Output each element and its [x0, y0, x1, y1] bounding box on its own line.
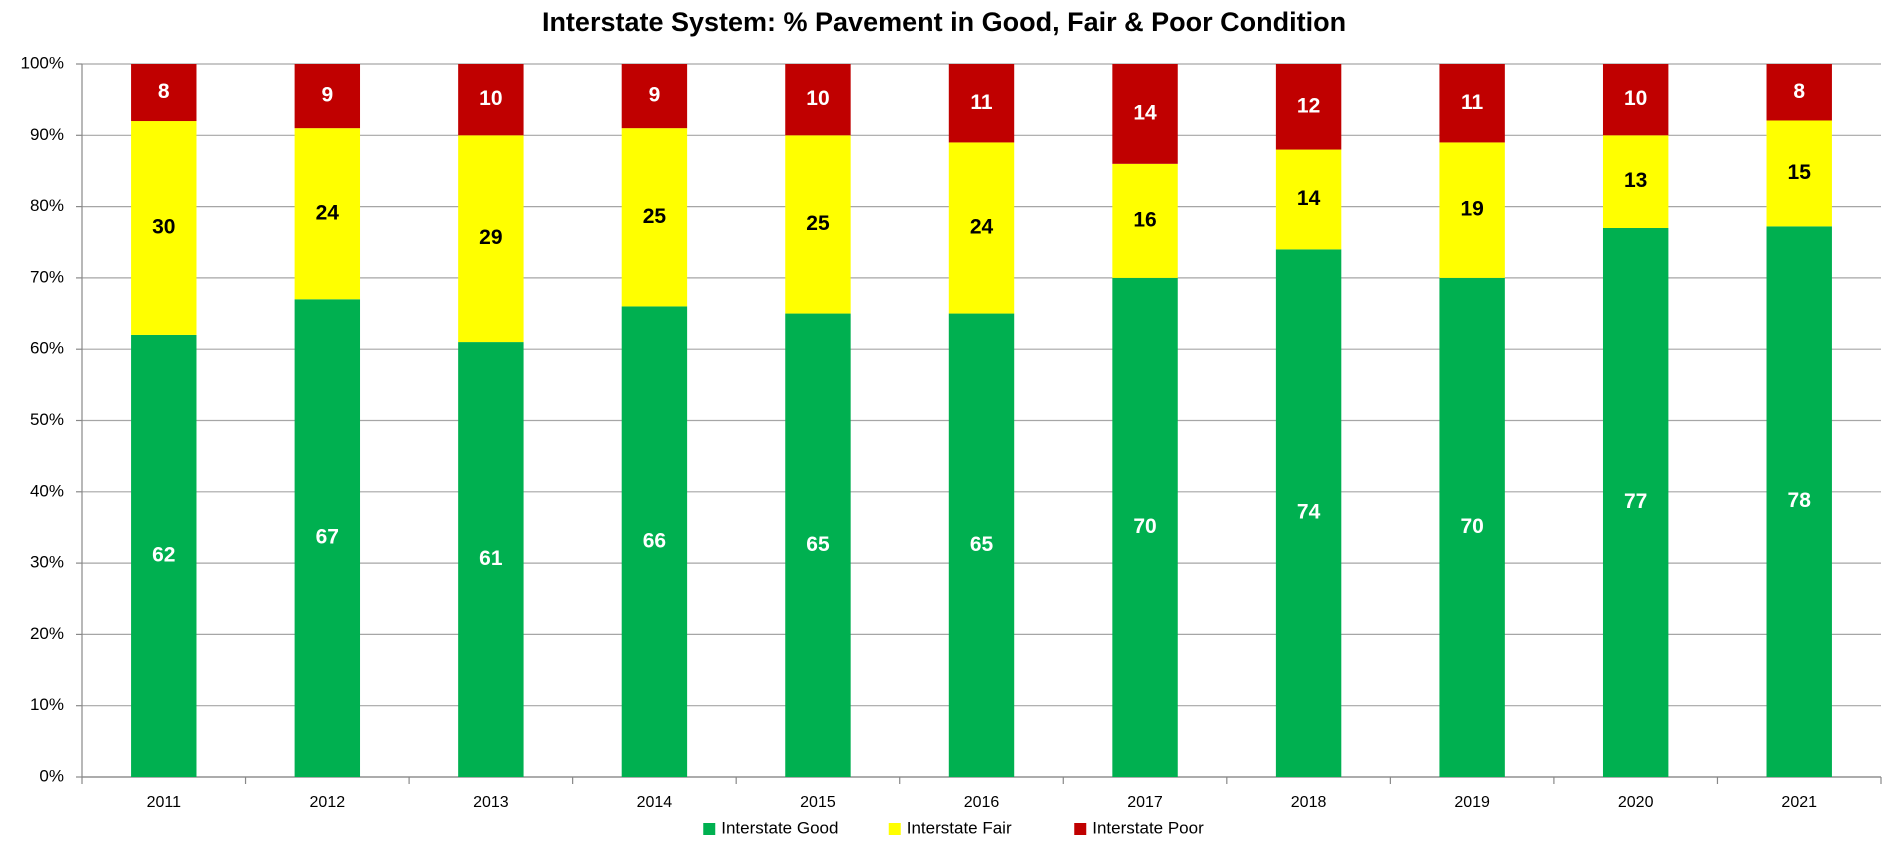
x-tick-label: 2020: [1618, 794, 1654, 811]
data-label: 70: [1460, 515, 1483, 538]
legend-swatch: [888, 823, 901, 835]
data-label: 11: [970, 91, 993, 114]
data-label: 25: [806, 212, 830, 235]
data-label: 15: [1788, 161, 1812, 184]
bar-segment: [1112, 277, 1178, 777]
data-label: 67: [316, 526, 339, 549]
x-tick-label: 2021: [1781, 794, 1817, 811]
legend-swatch: [703, 823, 716, 835]
data-label: 8: [158, 80, 170, 103]
y-tick-label: 70%: [30, 267, 64, 286]
bar-segment: [294, 128, 361, 300]
data-label: 70: [1133, 515, 1156, 538]
bar-segment: [1112, 163, 1178, 278]
bar-segment: [1766, 226, 1832, 777]
data-label: 61: [479, 547, 503, 570]
data-label: 10: [479, 87, 502, 110]
bar-segment: [785, 135, 851, 314]
bar-segment: [1439, 277, 1505, 777]
data-label: 66: [643, 529, 666, 552]
bar-segment: [1112, 64, 1178, 164]
y-tick-label: 80%: [30, 196, 64, 215]
legend-label: Interstate Fair: [907, 818, 1012, 837]
data-label: 9: [321, 84, 333, 107]
bar-segment: [294, 64, 361, 129]
data-label: 65: [970, 533, 994, 556]
bar-segment: [948, 313, 1015, 777]
bar-segment: [621, 306, 688, 777]
data-label: 9: [649, 84, 661, 107]
bar-segment: [1439, 142, 1505, 278]
data-label: 74: [1297, 501, 1321, 524]
x-tick-label: 2019: [1454, 794, 1490, 811]
bar-segment: [1766, 120, 1832, 227]
x-tick-label: 2013: [473, 794, 509, 811]
data-label: 78: [1788, 489, 1812, 512]
y-tick-label: 40%: [30, 481, 64, 500]
y-tick-label: 20%: [30, 624, 64, 643]
data-label: 29: [479, 226, 502, 249]
data-label: 14: [1297, 187, 1321, 210]
x-tick-label: 2016: [964, 794, 1000, 811]
data-label: 30: [152, 216, 175, 239]
bar-segment: [785, 313, 851, 777]
data-label: 19: [1460, 198, 1483, 221]
x-tick-label: 2018: [1291, 794, 1327, 811]
data-label: 10: [1624, 87, 1647, 110]
data-label: 65: [806, 533, 830, 556]
bar-segment: [1439, 64, 1505, 143]
bar-segment: [131, 64, 197, 122]
y-tick-label: 100%: [21, 53, 64, 72]
bar-segment: [1602, 135, 1669, 228]
x-tick-label: 2011: [147, 794, 182, 811]
bar-segment: [1275, 249, 1342, 777]
bar-segment: [1602, 64, 1669, 136]
legend-label: Interstate Good: [721, 818, 838, 837]
data-label: 16: [1133, 208, 1156, 231]
x-tick-label: 2017: [1127, 794, 1163, 811]
bar-segment: [131, 334, 197, 777]
data-label: 24: [970, 216, 994, 239]
data-label: 25: [643, 205, 667, 228]
bar-segment: [1275, 64, 1342, 150]
y-tick-label: 50%: [30, 410, 64, 429]
bar-segment: [458, 342, 524, 777]
x-tick-label: 2012: [310, 794, 346, 811]
legend-swatch: [1074, 823, 1087, 835]
data-label: 8: [1793, 80, 1805, 103]
data-label: 13: [1624, 169, 1647, 192]
data-label: 77: [1624, 490, 1647, 513]
bar-segment: [948, 142, 1015, 314]
y-tick-label: 30%: [30, 553, 64, 572]
bar-segment: [621, 64, 688, 129]
bar-segment: [294, 299, 361, 777]
bar-segment: [948, 64, 1015, 143]
x-tick-label: 2015: [800, 794, 836, 811]
data-label: 11: [1461, 91, 1484, 114]
data-label: 62: [152, 544, 175, 567]
data-label: 24: [316, 201, 340, 224]
bar-segment: [458, 135, 524, 343]
y-tick-label: 10%: [30, 695, 64, 714]
data-label: 12: [1297, 94, 1320, 117]
bar-segment: [458, 64, 524, 136]
bar-segment: [1602, 227, 1669, 778]
chart-title: Interstate System: % Pavement in Good, F…: [542, 7, 1346, 37]
legend-label: Interstate Poor: [1092, 818, 1204, 837]
y-tick-label: 90%: [30, 125, 64, 144]
bar-segment: [785, 64, 851, 136]
bar-segment: [131, 121, 197, 335]
y-tick-label: 60%: [30, 339, 64, 358]
bar-segment: [1766, 64, 1832, 121]
x-tick-label: 2014: [637, 794, 673, 811]
data-label: 10: [806, 87, 829, 110]
bar-segment: [1275, 149, 1342, 250]
y-tick-label: 0%: [39, 766, 64, 785]
bar-segment: [621, 128, 688, 307]
data-label: 14: [1133, 101, 1157, 124]
